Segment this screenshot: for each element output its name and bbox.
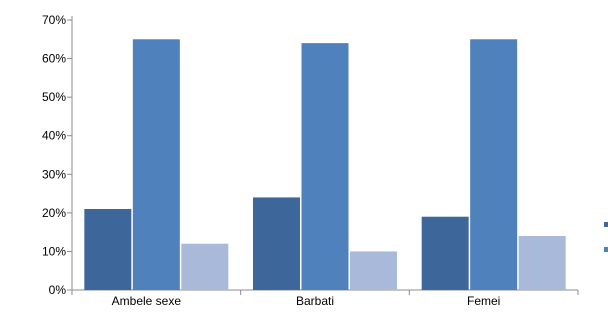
y-tick-label: 50% <box>42 90 66 104</box>
bar <box>253 197 300 290</box>
bar <box>132 39 180 291</box>
x-category-label: Femei <box>467 294 500 308</box>
x-category-label: Ambele sexe <box>112 294 182 308</box>
legend-swatch <box>604 222 608 227</box>
y-tick-label: 0% <box>49 283 67 297</box>
y-tick-label: 10% <box>42 244 66 258</box>
y-tick-label: 70% <box>42 13 66 27</box>
bar <box>518 236 566 290</box>
y-tick-label: 30% <box>42 167 66 181</box>
bar <box>181 243 229 290</box>
bar <box>301 43 349 291</box>
bar <box>84 209 132 290</box>
legend-swatch <box>604 247 608 252</box>
x-category-label: Barbati <box>296 294 334 308</box>
bar <box>421 216 469 290</box>
y-tick-label: 20% <box>42 206 66 220</box>
y-tick-label: 40% <box>42 129 66 143</box>
bar <box>350 251 397 290</box>
y-tick-label: 60% <box>42 52 66 66</box>
bar <box>470 39 518 291</box>
